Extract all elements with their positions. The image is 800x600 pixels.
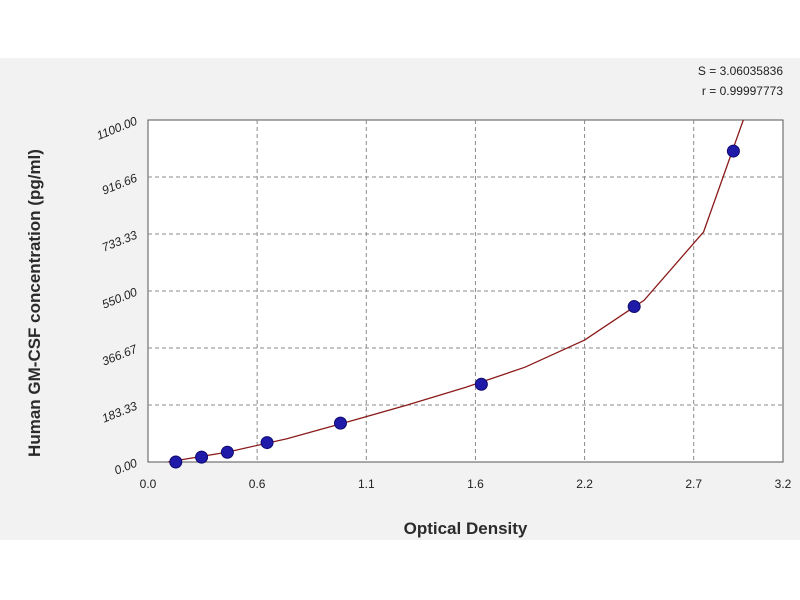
y-tick-label: 366.67 xyxy=(100,341,141,368)
data-points-layer xyxy=(169,144,740,469)
data-point xyxy=(260,436,274,450)
data-point xyxy=(333,416,347,430)
y-tick-label: 183.33 xyxy=(100,399,140,426)
x-tick-label: 1.1 xyxy=(358,477,375,491)
x-tick-label: 2.7 xyxy=(685,477,702,491)
data-point xyxy=(726,144,740,158)
y-tick-label: 1100.00 xyxy=(94,114,139,143)
fit-stat-r: r = 0.99997773 xyxy=(702,84,783,98)
x-tick-label: 1.6 xyxy=(467,477,484,491)
y-tick-label: 916.66 xyxy=(100,171,140,198)
data-point xyxy=(195,450,209,464)
y-tick-label: 0.00 xyxy=(112,456,139,478)
y-axis-label: Human GM-CSF concentration (pg/ml) xyxy=(25,149,44,457)
chart-figure: 0.0 0.6 1.1 1.6 2.2 2.7 3.2 0.00 183.33 366.67 550… xyxy=(0,58,800,540)
chart-svg: 0.0 0.6 1.1 1.6 2.2 2.7 3.2 0.00 183.33 366.67 550… xyxy=(25,64,792,538)
data-point xyxy=(220,445,234,459)
data-point xyxy=(627,300,641,314)
data-point xyxy=(474,377,488,391)
y-tick-label: 733.33 xyxy=(100,228,140,255)
data-point xyxy=(169,455,183,469)
x-axis-label: Optical Density xyxy=(404,519,528,538)
grid-lines xyxy=(148,120,783,462)
x-tick-label: 0.0 xyxy=(140,477,157,491)
x-tick-label: 0.6 xyxy=(249,477,266,491)
fit-stat-s: S = 3.06035836 xyxy=(698,64,783,78)
y-tick-label: 550.00 xyxy=(100,285,140,312)
x-tick-label: 3.2 xyxy=(775,477,792,491)
x-tick-label: 2.2 xyxy=(576,477,593,491)
